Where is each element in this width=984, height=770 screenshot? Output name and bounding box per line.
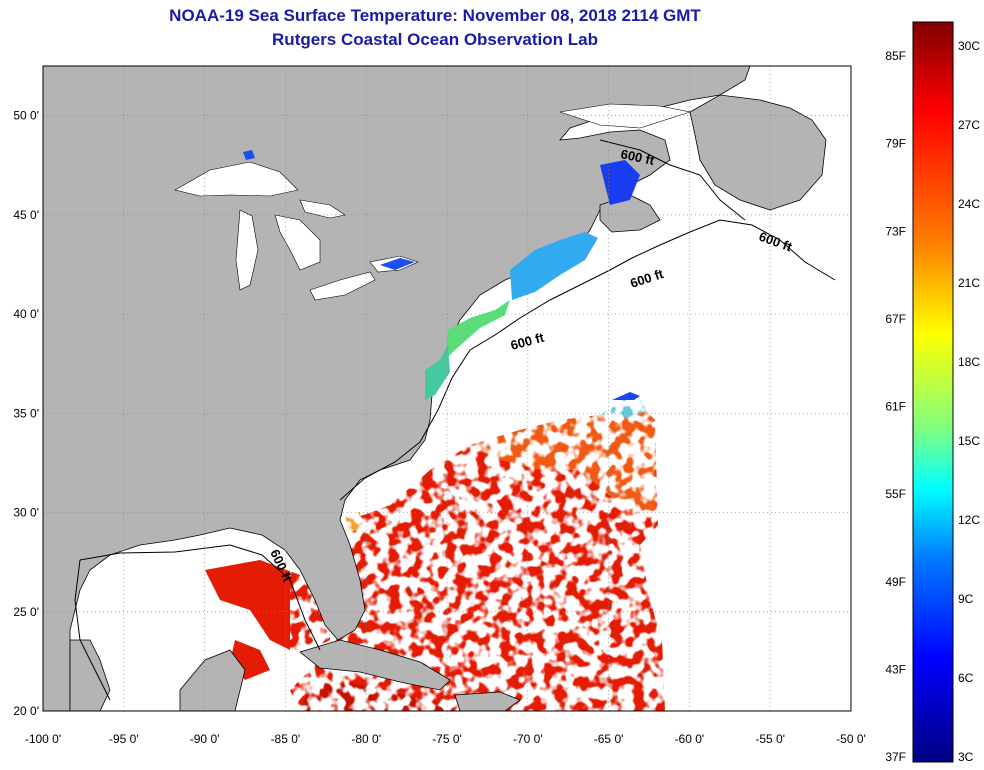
- longitude-tick-labels: -100 0' -95 0' -90 0' -85 0' -80 0' -75 0' -70…: [25, 732, 866, 746]
- lon-tick-label: -100 0': [25, 732, 61, 746]
- lat-tick-label: 45 0': [13, 208, 39, 222]
- map-grid: [43, 66, 851, 711]
- lon-tick-label: -90 0': [190, 732, 220, 746]
- lat-tick-label: 25 0': [13, 605, 39, 619]
- lon-tick-label: -85 0': [271, 732, 301, 746]
- lat-tick-label: 40 0': [13, 307, 39, 321]
- great-lakes: [174, 103, 692, 301]
- chart-title: NOAA-19 Sea Surface Temperature: Novembe…: [169, 6, 701, 25]
- latitude-tick-labels: 50 0' 45 0' 40 0' 35 0' 30 0' 25 0' 20 0': [13, 109, 39, 718]
- colorbar-f-label: 49F: [885, 575, 906, 589]
- colorbar-c-label: 6C: [958, 671, 974, 685]
- lon-tick-label: -95 0': [109, 732, 139, 746]
- colorbar-c-label: 3C: [958, 750, 974, 764]
- colorbar-c-label: 21C: [958, 276, 980, 290]
- lat-tick-label: 35 0': [13, 406, 39, 420]
- colorbar-gradient: [912, 21, 954, 763]
- colorbar-f-label: 79F: [885, 137, 906, 151]
- contour-label-1: 600 ft: [619, 146, 656, 168]
- colorbar-f-label: 37F: [885, 750, 906, 764]
- colorbar-celsius-labels: 30C 27C 24C 21C 18C 15C 12C 9C 6C 3C: [958, 39, 980, 764]
- colorbar-f-label: 43F: [885, 662, 906, 676]
- lat-tick-label: 20 0': [13, 704, 39, 718]
- shelf-sst: [243, 150, 640, 400]
- colorbar-f-label: 67F: [885, 312, 906, 326]
- lon-tick-label: -75 0': [432, 732, 462, 746]
- lon-tick-label: -80 0': [351, 732, 381, 746]
- colorbar-c-label: 12C: [958, 513, 980, 527]
- colorbar-c-label: 9C: [958, 592, 974, 606]
- lon-tick-label: -50 0': [836, 732, 866, 746]
- colorbar-f-label: 55F: [885, 487, 906, 501]
- colorbar: 85F 79F 73F 67F 61F 55F 49F 43F 37F 30C 27C 24C 21C…: [885, 21, 980, 764]
- colorbar-fahrenheit-labels: 85F 79F 73F 67F 61F 55F 49F 43F 37F: [885, 49, 906, 764]
- lon-tick-label: -65 0': [594, 732, 624, 746]
- colorbar-c-label: 15C: [958, 434, 980, 448]
- lat-tick-label: 50 0': [13, 109, 39, 123]
- chart-subtitle: Rutgers Coastal Ocean Observation Lab: [272, 30, 598, 49]
- map-frame: [42, 65, 852, 712]
- colorbar-c-label: 18C: [958, 355, 980, 369]
- lon-tick-label: -70 0': [513, 732, 543, 746]
- colorbar-f-label: 73F: [885, 224, 906, 238]
- isobath-600ft: [74, 139, 836, 701]
- colorbar-c-label: 24C: [958, 197, 980, 211]
- colorbar-f-label: 85F: [885, 49, 906, 63]
- lon-tick-label: -55 0': [755, 732, 785, 746]
- lon-tick-label: -60 0': [675, 732, 705, 746]
- lat-tick-label: 30 0': [13, 506, 39, 520]
- colorbar-f-label: 61F: [885, 400, 906, 414]
- colorbar-c-label: 30C: [958, 39, 980, 53]
- colorbar-c-label: 27C: [958, 118, 980, 132]
